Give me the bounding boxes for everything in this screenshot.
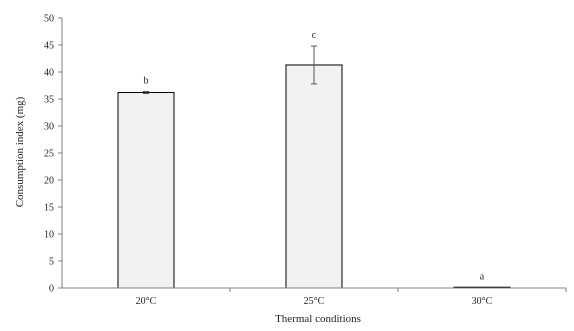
y-tick-label: 25 <box>44 149 54 160</box>
bars <box>117 64 511 289</box>
x-axis-title: Thermal conditions <box>275 313 361 325</box>
y-tick-label: 45 <box>44 41 54 52</box>
error-bar <box>143 90 149 95</box>
x-axis-ticks: 20°C 25°C 30°C <box>136 288 567 307</box>
significance-labels: b c a <box>144 30 485 283</box>
x-tick-label: 30°C <box>472 296 493 307</box>
y-tick-label: 0 <box>49 284 54 295</box>
y-tick-label: 5 <box>49 257 54 268</box>
y-tick-label: 15 <box>44 203 54 214</box>
error-bar <box>311 45 317 85</box>
error-bars <box>143 45 317 95</box>
bar <box>285 64 343 289</box>
y-axis-title: Consumption index (mg) <box>14 96 26 207</box>
x-tick-label: 20°C <box>136 296 157 307</box>
significance-letter: a <box>480 272 485 283</box>
y-tick-label: 35 <box>44 95 54 106</box>
y-tick-label: 30 <box>44 122 54 133</box>
significance-letter: c <box>312 30 317 41</box>
y-tick-label: 10 <box>44 230 54 241</box>
bar <box>117 92 175 289</box>
y-tick-label: 40 <box>44 68 54 79</box>
y-axis-ticks: 0 5 10 15 20 25 30 35 40 45 50 <box>44 14 62 295</box>
y-tick-label: 20 <box>44 176 54 187</box>
significance-letter: b <box>144 75 149 86</box>
x-tick-label: 25°C <box>304 296 325 307</box>
y-tick-label: 50 <box>44 14 54 25</box>
